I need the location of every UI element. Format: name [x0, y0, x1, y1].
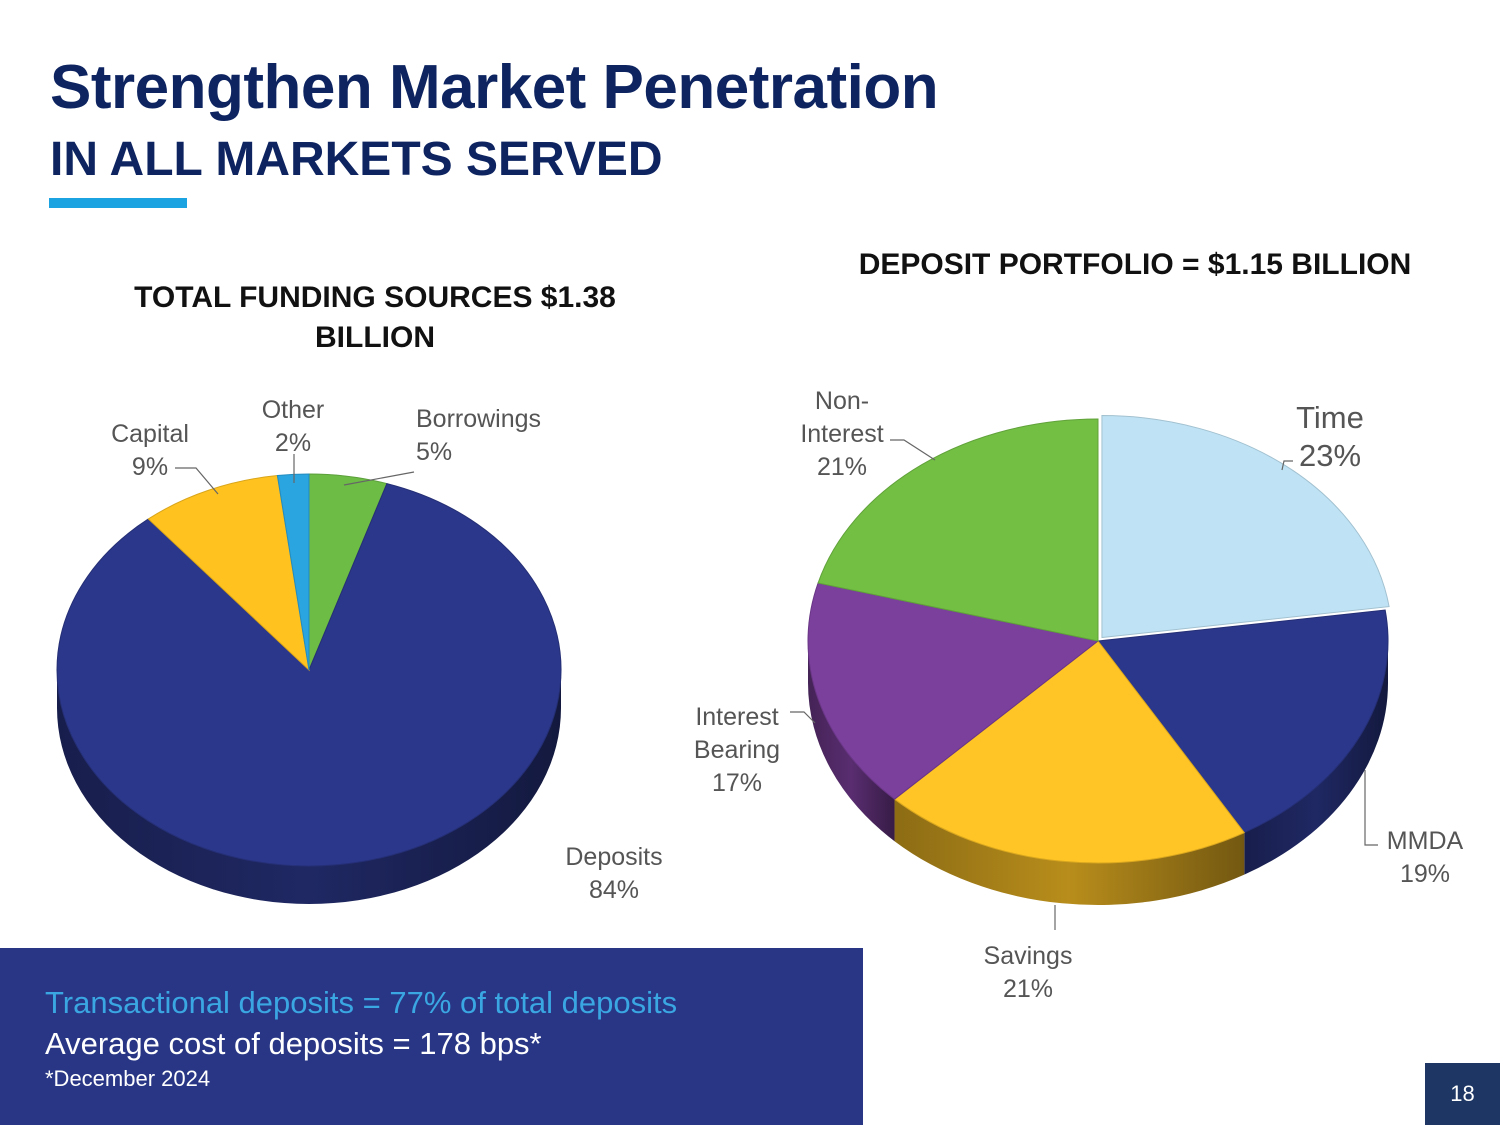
average-cost-text: Average cost of deposits = 178 bps*	[45, 1026, 542, 1061]
data-label-savings: Savings 21%	[984, 942, 1073, 1003]
leader-line-non-interest	[890, 439, 936, 461]
data-label-time: Time 23%	[1296, 400, 1364, 473]
slice-time	[1101, 415, 1390, 639]
page-number: 18	[1425, 1063, 1500, 1125]
data-label-deposits: Deposits 84%	[565, 843, 662, 904]
footnote-text: *December 2024	[45, 1066, 211, 1091]
data-label-non-interest: Non-Interest 21%	[800, 387, 883, 481]
leader-line-mmda	[1364, 770, 1378, 846]
slice-wall-savings	[894, 799, 1245, 906]
slice-capital	[147, 475, 310, 672]
slice-other	[276, 473, 310, 671]
leader-line-borrowings	[343, 471, 415, 486]
slice-wall-interest-bearing	[808, 641, 895, 842]
info-box	[0, 948, 863, 1125]
page-subtitle: IN ALL MARKETS SERVED	[50, 133, 663, 186]
slice-non-interest	[817, 418, 1099, 642]
data-label-borrowings: Borrowings 5%	[416, 405, 541, 466]
deposit-chart-title: DEPOSIT PORTFOLIO = $1.15 BILLION	[858, 248, 1412, 281]
data-label-capital: Capital 9%	[111, 420, 189, 481]
slice-savings	[893, 640, 1246, 864]
page-title: Strengthen Market Penetration	[50, 53, 939, 122]
slice-interest-bearing	[807, 582, 1100, 800]
leader-line-time	[1281, 460, 1293, 471]
leader-line-interest-bearing	[790, 711, 816, 724]
leader-line-capital	[175, 467, 219, 495]
slice-mmda	[1097, 609, 1389, 834]
pie-chart-2: Time 23% MMDA 19% Savings 21% Interest Bearing 1…	[694, 387, 1464, 1003]
data-label-mmda: MMDA 19%	[1387, 827, 1464, 888]
data-label-other: Other 2%	[262, 396, 325, 457]
pie-chart-1: Borrowings 5% Deposits 84% Capital 9% Other 2%	[56, 396, 663, 904]
slice-wall-deposits	[57, 670, 561, 904]
slice-deposits	[56, 483, 562, 867]
accent-bar	[49, 198, 187, 208]
transactional-deposits-text: Transactional deposits = 77% of total de…	[45, 985, 678, 1020]
data-label-interest-bearing: Interest Bearing 17%	[694, 703, 780, 797]
funding-chart-title: TOTAL FUNDING SOURCES $1.38 BILLION	[134, 281, 616, 354]
slice-wall-mmda	[1244, 641, 1388, 875]
